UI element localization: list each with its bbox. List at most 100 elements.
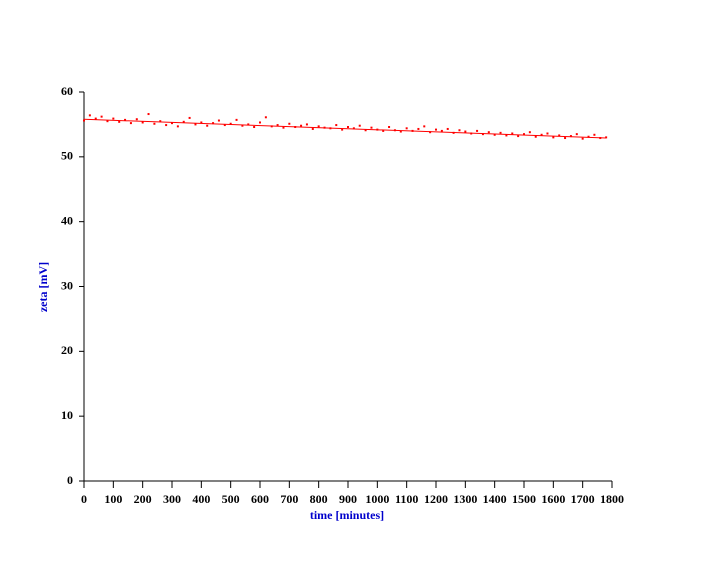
y-tick-label: 0 <box>67 473 73 487</box>
data-point <box>487 131 490 134</box>
data-point <box>300 124 303 127</box>
data-point <box>253 126 256 129</box>
data-point <box>581 137 584 140</box>
data-point <box>217 119 220 122</box>
data-point <box>282 126 285 129</box>
data-point <box>106 120 109 123</box>
data-point <box>112 117 115 120</box>
data-point <box>388 126 391 129</box>
data-point <box>417 127 420 130</box>
data-point <box>288 122 291 125</box>
data-point <box>352 127 355 130</box>
x-tick-label: 900 <box>339 492 357 506</box>
data-point <box>464 130 467 133</box>
data-point <box>405 127 408 130</box>
data-point <box>364 129 367 132</box>
data-point <box>212 122 215 125</box>
data-point <box>435 128 437 131</box>
y-tick-label: 30 <box>61 278 73 292</box>
data-point <box>499 131 502 134</box>
data-point <box>159 120 162 123</box>
x-tick-label: 1500 <box>512 492 536 506</box>
data-point <box>423 125 426 128</box>
data-point <box>129 122 132 125</box>
data-point <box>528 131 531 134</box>
data-point <box>247 123 250 126</box>
y-tick-label: 10 <box>61 408 73 422</box>
data-point <box>176 125 179 128</box>
data-point <box>593 133 596 136</box>
x-tick-label: 100 <box>104 492 122 506</box>
data-point <box>259 121 261 124</box>
fit-line <box>83 118 607 139</box>
x-tick-label: 1700 <box>571 492 595 506</box>
data-point <box>165 124 168 127</box>
x-tick-label: 1400 <box>483 492 507 506</box>
data-point <box>511 132 514 135</box>
data-point <box>540 133 543 136</box>
data-point <box>264 116 267 119</box>
y-tick-label: 20 <box>61 343 73 357</box>
data-point <box>493 133 496 136</box>
data-point <box>546 132 549 135</box>
data-point <box>94 117 97 120</box>
data-point <box>194 123 197 126</box>
data-point <box>481 133 484 136</box>
data-point <box>200 121 203 124</box>
x-tick-label: 1800 <box>600 492 624 506</box>
data-point <box>476 129 479 132</box>
data-point <box>569 135 572 138</box>
x-tick-label: 1200 <box>424 492 448 506</box>
y-tick-label: 60 <box>61 84 73 98</box>
data-point <box>241 124 244 127</box>
x-tick-label: 1000 <box>365 492 389 506</box>
data-point <box>182 120 185 123</box>
x-tick-label: 500 <box>222 492 240 506</box>
data-point <box>188 116 191 119</box>
data-point <box>399 130 402 133</box>
data-point <box>440 129 443 132</box>
data-point <box>141 121 144 124</box>
data-point <box>83 119 85 122</box>
data-point <box>370 126 373 129</box>
data-point <box>235 118 238 121</box>
x-tick-label: 200 <box>134 492 152 506</box>
data-point <box>575 133 578 136</box>
x-tick-label: 700 <box>280 492 298 506</box>
data-point <box>341 128 344 131</box>
data-point <box>229 122 232 125</box>
y-tick-label: 50 <box>61 149 73 163</box>
data-point <box>446 127 449 130</box>
x-tick-label: 1100 <box>395 492 418 506</box>
data-point <box>587 135 590 138</box>
data-point <box>305 123 308 126</box>
data-point <box>458 129 461 132</box>
data-point <box>358 124 361 127</box>
data-point <box>523 133 525 136</box>
data-point <box>311 127 314 130</box>
data-point <box>558 134 561 137</box>
data-point <box>382 129 385 132</box>
data-point <box>100 115 103 118</box>
data-point <box>223 124 226 127</box>
data-point <box>505 134 508 137</box>
x-tick-label: 300 <box>163 492 181 506</box>
x-tick-label: 1300 <box>453 492 477 506</box>
data-point <box>552 136 555 139</box>
x-tick-label: 600 <box>251 492 269 506</box>
data-point <box>429 131 432 134</box>
data-point <box>347 126 349 129</box>
data-point <box>605 136 608 139</box>
data-point <box>564 137 567 140</box>
data-point <box>153 122 156 125</box>
data-point <box>171 122 173 125</box>
x-tick-label: 400 <box>192 492 210 506</box>
data-point <box>147 113 150 116</box>
data-point <box>206 124 209 127</box>
data-point <box>88 114 91 117</box>
data-point <box>135 118 138 121</box>
data-point <box>317 125 320 128</box>
data-point <box>276 124 279 127</box>
data-point <box>335 124 338 127</box>
